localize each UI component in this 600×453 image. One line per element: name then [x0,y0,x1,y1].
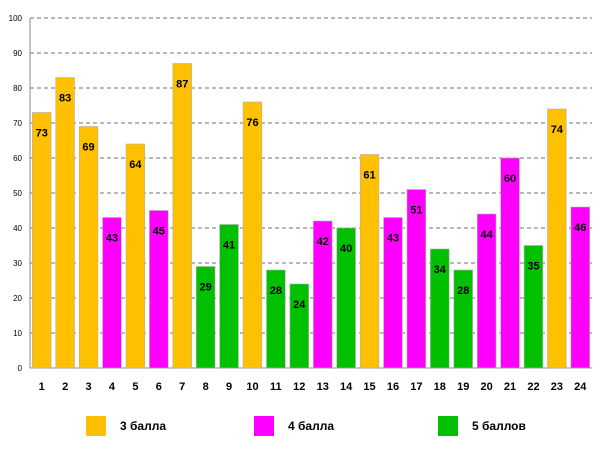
bar-13 [313,220,333,369]
x-tick-label-24: 24 [574,381,587,393]
data-label-5: 64 [129,159,142,171]
x-tick-label-21: 21 [504,381,516,393]
x-tick-label-16: 16 [387,381,399,393]
bar-7 [172,63,192,369]
bar-12 [289,283,309,369]
data-label-2: 83 [59,93,71,105]
data-label-13: 42 [317,236,329,248]
x-tick-label-18: 18 [434,381,446,393]
legend-item-5: 5 баллов [438,415,526,437]
y-tick-label: 100 [9,14,23,23]
x-tick-label-8: 8 [203,381,209,393]
x-tick-label-15: 15 [363,381,375,393]
x-tick-label-12: 12 [293,381,305,393]
x-tick-label-19: 19 [457,381,469,393]
y-tick-label: 90 [13,49,22,58]
bar-5 [125,143,146,369]
bar-9 [219,224,239,369]
x-tick-label-2: 2 [62,381,68,393]
x-tick-label-9: 9 [226,381,232,393]
bar-19 [453,269,473,369]
x-tick-label-5: 5 [132,381,138,393]
y-tick-label: 30 [13,259,22,268]
bar-21 [500,157,520,369]
data-label-19: 28 [457,285,469,297]
x-tick-label-6: 6 [156,381,162,393]
bar-16 [383,217,403,369]
bar-3 [78,126,99,369]
bar-10 [242,101,263,369]
data-label-21: 60 [504,173,516,185]
data-label-24: 46 [574,222,586,234]
data-label-8: 29 [200,282,212,294]
data-label-12: 24 [293,299,306,311]
bar-14 [336,227,356,369]
data-label-15: 61 [363,170,375,182]
legend-label-5: 5 баллов [472,419,526,433]
bar-11 [266,269,286,369]
bar-2 [55,77,75,369]
data-label-18: 34 [434,264,447,276]
data-label-17: 51 [410,205,422,217]
bar-20 [476,213,497,369]
bar-15 [359,154,380,369]
data-label-1: 73 [36,128,48,140]
y-tick-label: 40 [13,224,22,233]
y-tick-label: 20 [13,294,22,303]
data-label-4: 43 [106,233,118,245]
bar-23 [547,108,567,369]
x-tick-label-10: 10 [246,381,258,393]
y-tick-label: 60 [13,154,22,163]
x-tick-label-14: 14 [340,381,353,393]
x-tick-label-13: 13 [317,381,329,393]
data-label-3: 69 [82,142,94,154]
legend-label-3: 3 балла [120,419,167,433]
legend-swatch-4 [254,416,274,436]
bar-22 [523,245,544,369]
data-label-14: 40 [340,243,352,255]
data-label-22: 35 [527,261,539,273]
bar-24 [570,206,590,369]
bar-18 [430,248,450,369]
y-tick-label: 50 [13,189,22,198]
data-label-7: 87 [176,79,188,91]
data-label-9: 41 [223,240,235,252]
data-label-16: 43 [387,233,399,245]
data-label-6: 45 [153,226,165,238]
bar-6 [149,210,169,369]
x-tick-label-7: 7 [179,381,185,393]
bar-17 [406,189,427,369]
x-tick-label-3: 3 [85,381,91,393]
y-tick-label: 80 [13,84,22,93]
legend-item-4: 4 балла [254,415,334,437]
legend-swatch-3 [86,416,106,436]
bar-8 [195,266,216,369]
data-label-23: 74 [551,124,564,136]
bar-1 [32,112,52,369]
x-tick-label-20: 20 [481,381,493,393]
y-tick-label: 0 [18,364,23,373]
bar-4 [102,217,122,369]
y-tick-label: 70 [13,119,22,128]
legend-item-3: 3 балла [86,415,166,437]
legend-label-4: 4 балла [288,419,335,433]
x-tick-label-23: 23 [551,381,563,393]
data-label-20: 44 [481,229,494,241]
x-tick-label-17: 17 [410,381,422,393]
data-label-10: 76 [246,117,258,129]
x-tick-label-4: 4 [109,381,116,393]
data-label-11: 28 [270,285,282,297]
x-tick-label-1: 1 [39,381,45,393]
legend-swatch-5 [438,416,458,436]
x-tick-label-11: 11 [270,381,282,393]
y-tick-label: 10 [13,329,22,338]
x-tick-label-22: 22 [527,381,539,393]
